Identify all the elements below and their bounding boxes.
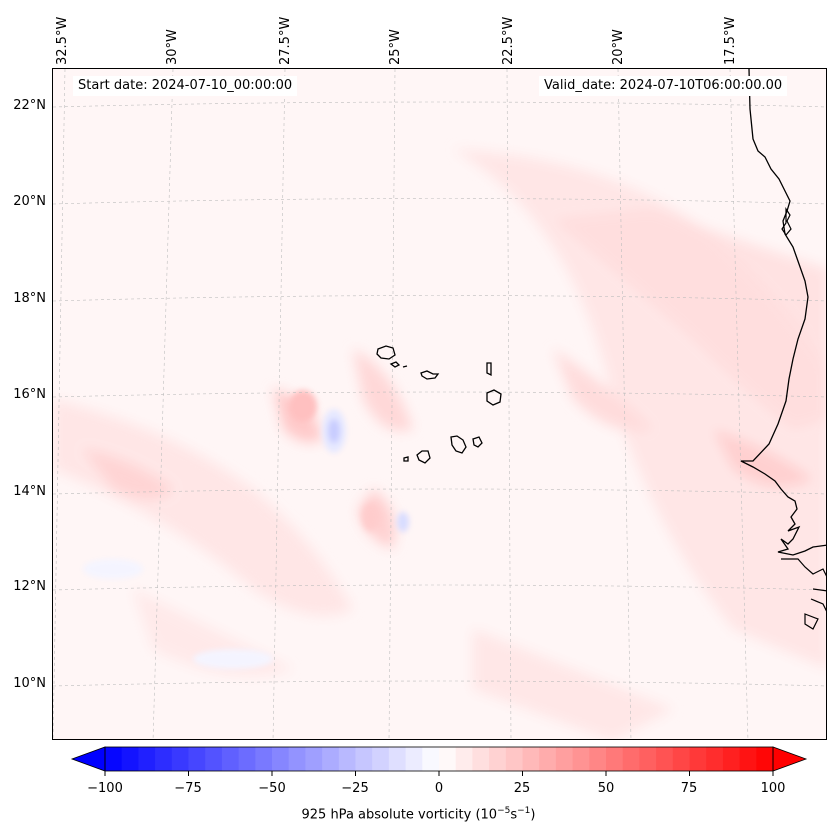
lat-label-18n: 18°N (13, 291, 46, 306)
colorbar-segment (672, 747, 691, 771)
colorbar-segment (322, 747, 340, 771)
colorbar-label: 925 hPa absolute vorticity (10−5s−1) (301, 806, 536, 823)
colorbar-segment (272, 747, 290, 771)
colorbar-segment (539, 747, 557, 771)
colorbar-segment (355, 747, 373, 771)
island-boa-vista (486, 389, 502, 406)
colorbar-segment (372, 747, 390, 771)
positive-vorticity-contours (53, 149, 826, 739)
graticule (53, 69, 826, 739)
colorbar-segment (405, 747, 423, 771)
colorbar-segment (205, 747, 223, 771)
colorbar-segment (439, 747, 457, 771)
colorbar-segment (622, 747, 640, 771)
island-santo-antao (376, 345, 396, 360)
island-santa-luzia (402, 365, 408, 368)
lat-label-12n: 12°N (13, 579, 46, 594)
colorbar-segment (606, 747, 624, 771)
colorbar-extend-min (70, 746, 106, 772)
coastline-detail-north (781, 207, 792, 237)
lon-label-22-5w: 22.5°W (501, 16, 516, 65)
island-sao-vicente (389, 361, 401, 368)
colorbar-tick-100: 100 (760, 781, 786, 796)
colorbar-segment (589, 747, 607, 771)
lon-label-20w: 20°W (611, 29, 626, 65)
island-santiago (450, 435, 467, 454)
negative-vorticity-contours (83, 409, 409, 669)
colorbar-segment (739, 747, 757, 771)
colorbar-segment (522, 747, 540, 771)
colorbar-tick-marks (104, 771, 774, 776)
colorbar-extend-max (772, 746, 808, 772)
colorbar-segment (338, 747, 357, 771)
lat-label-20n: 20°N (13, 194, 46, 209)
island-fogo (416, 450, 431, 464)
island-maio (472, 436, 483, 448)
colorbar-segment (706, 747, 724, 771)
colorbar-segments (70, 746, 808, 772)
strong-positive-vorticity (289, 390, 380, 531)
lon-label-30w: 30°W (165, 29, 180, 65)
lon-label-27-5w: 27.5°W (278, 16, 293, 65)
colorbar-segment (572, 747, 590, 771)
colorbar-segment (489, 747, 507, 771)
lon-label-32-5w: 32.5°W (55, 16, 70, 65)
colorbar-segment (155, 747, 173, 771)
vorticity-map (52, 68, 827, 740)
colorbar-segment (105, 747, 123, 771)
colorbar-tick-minus-25: −25 (341, 781, 369, 796)
colorbar-segment (138, 747, 156, 771)
lon-label-25w: 25°W (388, 29, 403, 65)
colorbar-tick-minus-75: −75 (174, 781, 202, 796)
lat-label-10n: 10°N (13, 676, 46, 691)
colorbar-segment (188, 747, 206, 771)
lat-label-16n: 16°N (13, 387, 46, 402)
start-date-label: Start date: 2024-07-10_00:00:00 (73, 76, 298, 96)
colorbar-segment (472, 747, 490, 771)
colorbar-segment (221, 747, 240, 771)
colorbar-tick-25: 25 (513, 781, 531, 796)
colorbar-segment (756, 747, 774, 771)
colorbar-segment (656, 747, 674, 771)
colorbar-segment (422, 747, 440, 771)
colorbar-segment (171, 747, 190, 771)
colorbar-segment (639, 747, 657, 771)
coastline-detail-south (781, 558, 826, 630)
colorbar-tick-0: 0 (434, 781, 444, 796)
colorbar-tick-50: 50 (597, 781, 615, 796)
island-sao-nicolau (420, 370, 440, 380)
colorbar-segment (722, 747, 741, 771)
map-canvas (53, 69, 826, 739)
colorbar-segment (288, 747, 306, 771)
island-sal (486, 362, 492, 377)
lat-label-22n: 22°N (13, 98, 46, 113)
colorbar-tick-minus-100: −100 (87, 781, 123, 796)
colorbar-tick-minus-50: −50 (258, 781, 286, 796)
colorbar-segment (255, 747, 273, 771)
valid-date-label: Valid_date: 2024-07-10T06:00:00.00 (539, 76, 788, 96)
colorbar-segment (238, 747, 256, 771)
africa-coastline (740, 69, 826, 556)
colorbar-segment (121, 747, 139, 771)
colorbar-segment (305, 747, 323, 771)
lon-label-17-5w: 17.5°W (723, 16, 738, 65)
colorbar-segment (689, 747, 707, 771)
colorbar (70, 746, 808, 776)
colorbar-tick-75: 75 (680, 781, 698, 796)
lat-label-14n: 14°N (13, 484, 46, 499)
colorbar-segment (555, 747, 574, 771)
colorbar-segment (505, 747, 524, 771)
island-brava (403, 456, 409, 462)
colorbar-segment (455, 747, 473, 771)
cape-verde-islands (376, 345, 502, 464)
colorbar-segment (388, 747, 407, 771)
